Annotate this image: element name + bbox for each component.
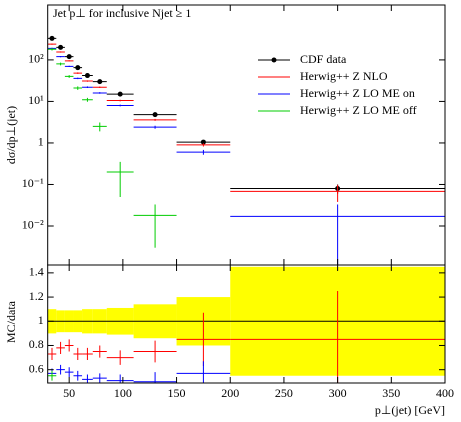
data-point (84, 73, 90, 79)
panel-frame (47, 264, 446, 384)
x-tick-label: 200 (221, 386, 239, 400)
data-point (97, 79, 103, 85)
x-axis-label: p⊥(jet) [GeV] (375, 403, 445, 417)
y-axis-label: MC/data (4, 300, 18, 343)
y-tick-label: 0.6 (29, 361, 44, 375)
plot-area (47, 266, 445, 383)
x-tick-label: 400 (436, 386, 454, 400)
data-point (75, 65, 81, 71)
legend-label: Herwig++ Z LO ME off (300, 103, 417, 117)
legend-label: Herwig++ Z LO ME on (300, 86, 415, 100)
legend-swatch (271, 57, 277, 63)
data-point (49, 35, 55, 41)
data-point (66, 54, 72, 60)
y-tick-label: 1 (38, 313, 44, 327)
y-tick-label: 10² (28, 52, 44, 66)
data-point (117, 91, 123, 97)
x-tick-label: 300 (329, 386, 347, 400)
x-tick-label: 50 (63, 386, 75, 400)
x-tick-label: 250 (275, 386, 293, 400)
y-tick-label: 1.4 (29, 265, 44, 279)
x-tick-label: 100 (114, 386, 132, 400)
legend-label: CDF data (300, 52, 347, 66)
data-point (58, 44, 64, 50)
panel-frame (47, 4, 446, 266)
y-tick-label: 10¹ (28, 93, 44, 107)
data-point (200, 139, 206, 145)
y-tick-label: 10⁻² (22, 218, 44, 232)
y-axis-label: dσ/dp⊥(jet) (4, 106, 18, 164)
x-tick-label: 150 (168, 386, 186, 400)
y-tick-label: 10⁻¹ (22, 176, 44, 190)
data-point (152, 112, 158, 118)
x-tick-label: 350 (382, 386, 400, 400)
y-tick-label: 1 (38, 135, 44, 149)
y-tick-label: 0.8 (29, 337, 44, 351)
plot-area (47, 35, 445, 265)
y-tick-label: 1.2 (29, 289, 44, 303)
chart-title: Jet p⊥ for inclusive Njet ≥ 1 (53, 6, 191, 20)
legend-label: Herwig++ Z NLO (300, 69, 388, 83)
